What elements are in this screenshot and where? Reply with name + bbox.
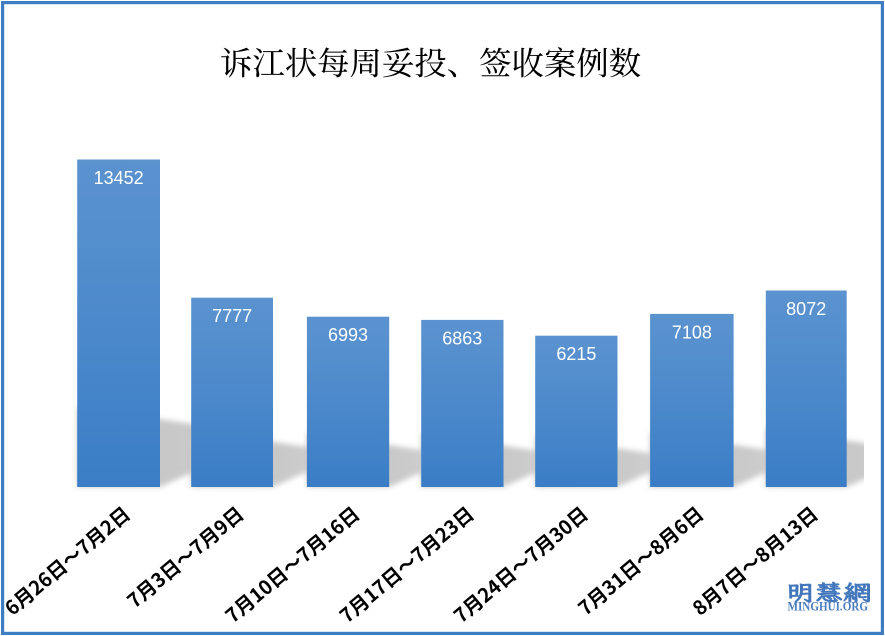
svg-text:8072: 8072 xyxy=(786,299,826,319)
svg-text:13452: 13452 xyxy=(94,168,144,188)
svg-text:MINGHUI.ORG: MINGHUI.ORG xyxy=(788,599,869,614)
svg-text:6863: 6863 xyxy=(442,328,482,348)
svg-text:6215: 6215 xyxy=(556,344,596,364)
svg-text:6993: 6993 xyxy=(328,325,368,345)
svg-text:7108: 7108 xyxy=(672,322,712,342)
svg-text:7777: 7777 xyxy=(212,306,252,326)
